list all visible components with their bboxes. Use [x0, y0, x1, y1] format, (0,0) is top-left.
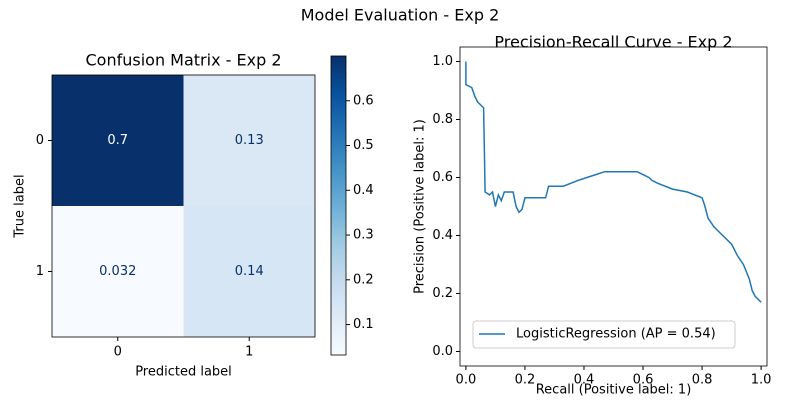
heatmap-cell [52, 75, 184, 206]
colorbar-tick-label: 0.5 [353, 138, 374, 153]
heatmap-cell [52, 206, 184, 337]
x-tick-label: 0.2 [515, 373, 536, 388]
colorbar-tick-label: 0.6 [353, 93, 374, 108]
y-tick-label: 0.2 [432, 286, 453, 301]
y-tick-label: 0.8 [432, 112, 453, 127]
colorbar-tick-label: 0.4 [353, 183, 374, 198]
y-axis-label: True label [13, 174, 28, 238]
y-tick-label: 0.0 [432, 344, 453, 359]
cell-label: 0.032 [99, 264, 136, 279]
x-tick-label: 1 [245, 345, 253, 360]
subplot-title: Confusion Matrix - Exp 2 [86, 51, 282, 70]
pr-curve [465, 61, 762, 303]
colorbar-tick-label: 0.2 [353, 272, 374, 287]
legend-box [472, 320, 736, 349]
axes-frame [51, 74, 316, 338]
subplot-title: Precision-Recall Curve - Exp 2 [494, 33, 732, 52]
colorbar-tick-label: 0.3 [353, 228, 374, 243]
heatmap-cell [183, 206, 315, 337]
heatmap-cell [183, 75, 315, 206]
cell-label: 0.14 [235, 264, 264, 279]
y-tick-label: 0.6 [432, 170, 453, 185]
y-axis-label: Precision (Positive label: 1) [413, 119, 428, 294]
y-tick-label: 1 [36, 264, 44, 279]
x-axis-label: Recall (Positive label: 1) [536, 383, 692, 398]
axes-frame [459, 46, 768, 367]
x-axis-label: Predicted label [135, 365, 232, 380]
y-tick-label: 0.4 [432, 228, 453, 243]
x-tick-label: 1.0 [751, 373, 772, 388]
y-tick-label: 1.0 [432, 54, 453, 69]
x-tick-label: 0.8 [692, 373, 713, 388]
colorbar-tick-label: 0.1 [353, 317, 374, 332]
figure-title: Model Evaluation - Exp 2 [301, 6, 500, 25]
legend-label: LogisticRegression (AP = 0.54) [516, 327, 716, 342]
x-tick-label: 0 [114, 345, 122, 360]
colorbar [330, 55, 347, 356]
y-tick-label: 0 [36, 133, 44, 148]
cell-label: 0.7 [107, 133, 128, 148]
x-tick-label: 0.4 [574, 373, 595, 388]
x-tick-label: 0.0 [456, 373, 477, 388]
x-tick-label: 0.6 [633, 373, 654, 388]
cell-label: 0.13 [235, 133, 264, 148]
